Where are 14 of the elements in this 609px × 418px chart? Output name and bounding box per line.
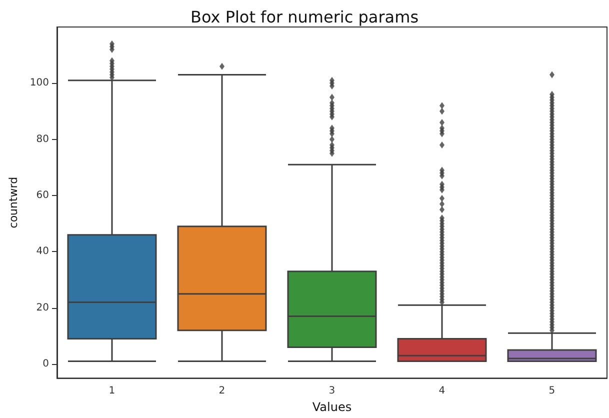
x-tick-label: 2 bbox=[218, 386, 226, 397]
x-tick-label: 5 bbox=[548, 386, 556, 397]
y-tick-label: 0 bbox=[42, 358, 49, 370]
y-tick-label: 20 bbox=[36, 302, 49, 314]
x-axis-title: Values bbox=[312, 400, 352, 414]
x-tick-label: 3 bbox=[328, 386, 336, 397]
x-tick-label: 4 bbox=[438, 386, 446, 397]
x-tick-label: 1 bbox=[108, 386, 116, 397]
y-tick-label: 80 bbox=[36, 134, 49, 145]
y-tick-label: 40 bbox=[36, 246, 49, 258]
y-tick-label: 100 bbox=[30, 78, 49, 89]
chart-title: Box Plot for numeric params bbox=[190, 8, 419, 26]
y-tick-label: 60 bbox=[36, 190, 49, 202]
y-axis-title: countwrd bbox=[7, 176, 20, 228]
